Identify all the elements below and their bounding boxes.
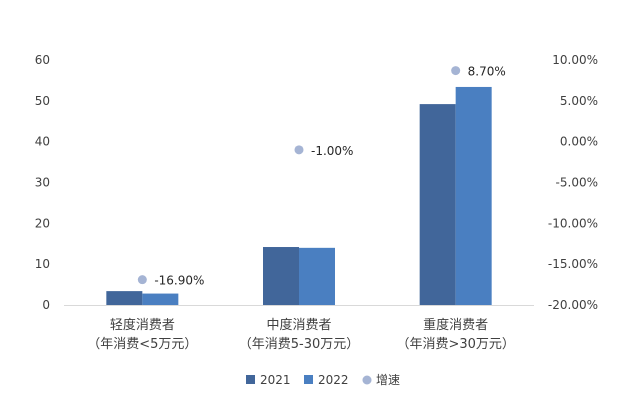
legend-label: 2021	[260, 373, 291, 387]
growth-data-label: -1.00%	[311, 144, 353, 158]
y-left-tick-label: 30	[35, 176, 50, 190]
y-right-tick-label: 5.00%	[560, 94, 598, 108]
growth-data-label: -16.90%	[154, 274, 204, 288]
bar-2022	[455, 86, 492, 305]
growth-point	[451, 66, 461, 76]
legend-swatch-2021	[246, 375, 255, 384]
legend-swatch-2022	[304, 375, 313, 384]
y-right-tick-label: 0.00%	[560, 135, 598, 149]
x-category-label: （年消费5-30万元）	[239, 337, 360, 352]
x-category-label: 轻度消费者	[110, 317, 175, 333]
bar-2021	[106, 291, 143, 305]
y-left-tick-label: 10	[35, 257, 50, 271]
y-left-tick-label: 20	[35, 216, 50, 230]
y-right-tick-label: -20.00%	[548, 298, 598, 312]
y-right-tick-label: -5.00%	[556, 176, 598, 190]
y-left-tick-label: 40	[35, 135, 50, 149]
bar-2021	[263, 247, 299, 305]
legend-swatch-growth	[362, 375, 372, 385]
legend-label: 2022	[318, 373, 349, 387]
y-left-tick-label: 0	[42, 298, 50, 312]
bar-2022	[299, 247, 335, 305]
x-category-label: （年消费<5万元）	[87, 337, 197, 352]
x-category-label: 重度消费者	[423, 317, 488, 333]
y-left-tick-label: 50	[35, 94, 50, 108]
growth-data-label: 8.70%	[468, 65, 506, 79]
legend-label: 增速	[376, 373, 400, 387]
x-category-label: （年消费>30万元）	[396, 337, 514, 352]
x-category-label: 中度消费者	[266, 317, 331, 333]
growth-point	[294, 145, 304, 155]
growth-point	[137, 275, 147, 285]
y-right-tick-label: 10.00%	[552, 53, 598, 67]
y-right-tick-label: -10.00%	[548, 216, 598, 230]
y-left-tick-label: 60	[35, 53, 50, 67]
bar-2022	[142, 293, 179, 305]
bar-2021	[419, 104, 456, 305]
y-right-tick-label: -15.00%	[548, 257, 598, 271]
